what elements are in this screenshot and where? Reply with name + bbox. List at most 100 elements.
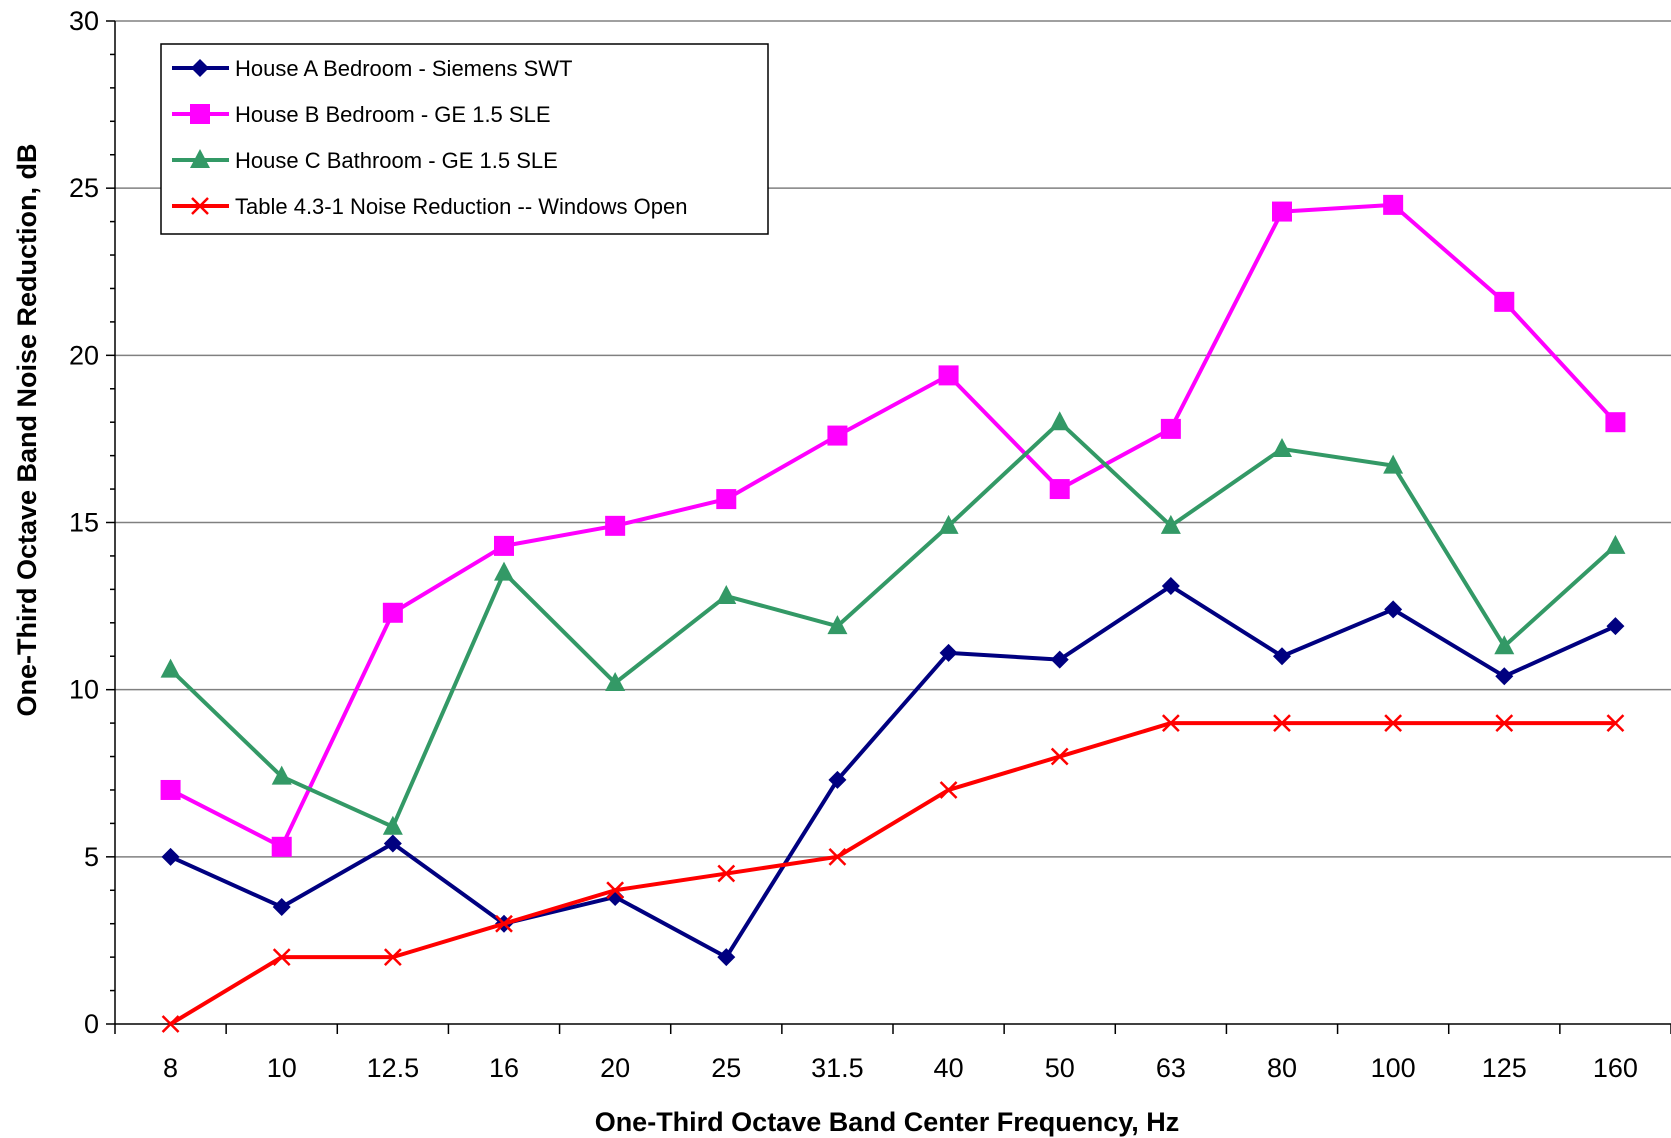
x-axis-title: One-Third Octave Band Center Frequency, …	[595, 1107, 1180, 1137]
legend-label: Table 4.3-1 Noise Reduction -- Windows O…	[235, 194, 687, 219]
data-point	[271, 765, 292, 785]
x-tick-label: 125	[1482, 1053, 1527, 1083]
legend-label: House B Bedroom - GE 1.5 SLE	[235, 102, 551, 127]
legend-label: House C Bathroom - GE 1.5 SLE	[235, 148, 558, 173]
data-point	[1606, 714, 1625, 732]
data-point	[161, 847, 180, 866]
x-tick-label: 160	[1593, 1053, 1638, 1083]
y-tick-label: 20	[69, 340, 99, 370]
data-point	[1495, 667, 1514, 686]
data-point	[272, 948, 291, 967]
x-tick-label: 100	[1371, 1053, 1416, 1083]
data-point	[1049, 411, 1070, 431]
y-tick-label: 0	[84, 1009, 99, 1039]
data-point	[160, 658, 181, 678]
series-4	[161, 714, 1625, 1033]
y-axis-title: One-Third Octave Band Noise Reduction, d…	[12, 143, 42, 716]
data-point	[382, 815, 403, 835]
data-point	[717, 948, 736, 967]
legend-box	[160, 43, 769, 235]
data-point	[939, 781, 958, 799]
data-point	[494, 535, 514, 556]
legend: House A Bedroom - Siemens SWT House B Bed…	[160, 43, 769, 235]
data-point	[383, 834, 402, 853]
data-point	[1272, 201, 1292, 222]
data-point	[1273, 714, 1291, 732]
x-tick-label: 12.5	[367, 1053, 420, 1083]
y-tick-label: 5	[84, 842, 99, 872]
series-group	[160, 194, 1626, 1033]
data-point	[272, 897, 291, 916]
data-point	[716, 489, 737, 510]
x-tick-label: 20	[600, 1053, 630, 1083]
data-point	[1160, 514, 1181, 534]
series-line	[169, 721, 1616, 1026]
data-point	[382, 602, 403, 623]
data-point	[1605, 534, 1626, 554]
legend-item: Table 4.3-1 Noise Reduction -- Windows O…	[172, 194, 687, 219]
data-point	[495, 914, 513, 933]
data-point	[1384, 714, 1403, 732]
data-point	[1050, 747, 1069, 766]
x-tick-label: 50	[1045, 1053, 1075, 1083]
y-axis-ticks: 0 5 10 15 20 25 30	[69, 6, 115, 1039]
data-point	[1494, 291, 1515, 312]
data-point	[1160, 418, 1181, 439]
data-point	[828, 847, 847, 866]
data-point	[1495, 714, 1514, 732]
data-point	[828, 770, 847, 789]
data-point	[1049, 479, 1070, 500]
series-line	[169, 420, 1617, 829]
x-tick-label: 63	[1156, 1053, 1186, 1083]
legend-item: House C Bathroom - GE 1.5 SLE	[172, 148, 558, 173]
x-tick-label: 10	[267, 1053, 297, 1083]
data-point	[1384, 600, 1403, 619]
data-point	[716, 585, 737, 605]
data-point	[606, 881, 625, 900]
data-point	[1272, 437, 1292, 457]
y-tick-label: 10	[69, 675, 99, 705]
data-point	[160, 779, 181, 800]
y-tick-label: 30	[69, 6, 99, 36]
legend-marker	[190, 104, 210, 124]
y-tick-label: 25	[69, 173, 99, 203]
data-point	[1050, 650, 1069, 669]
data-point	[1606, 617, 1625, 636]
x-tick-label: 16	[489, 1053, 519, 1083]
data-point	[605, 671, 626, 691]
x-tick-label: 31.5	[811, 1053, 864, 1083]
x-tick-label: 40	[934, 1053, 964, 1083]
y-tick-label: 15	[69, 508, 99, 538]
data-point	[827, 615, 848, 635]
data-point	[161, 1015, 180, 1033]
x-tick-label: 8	[163, 1053, 178, 1083]
data-point	[827, 425, 848, 446]
series-line	[169, 202, 1617, 849]
legend-item: House B Bedroom - GE 1.5 SLE	[172, 102, 551, 127]
data-point	[1161, 714, 1180, 732]
x-tick-label: 25	[711, 1053, 741, 1083]
series-2	[160, 194, 1626, 857]
x-tick-label: 80	[1267, 1053, 1297, 1083]
data-point	[1383, 194, 1404, 215]
series-3	[160, 411, 1626, 835]
data-point	[1273, 647, 1291, 666]
data-point	[938, 514, 959, 534]
legend-label: House A Bedroom - Siemens SWT	[235, 56, 572, 81]
legend-marker	[191, 59, 209, 77]
data-point	[1161, 577, 1180, 596]
data-point	[939, 643, 958, 662]
data-point	[1383, 454, 1404, 474]
data-point	[1605, 412, 1626, 433]
legend-marker	[191, 197, 209, 215]
legend-item: House A Bedroom - Siemens SWT	[172, 56, 572, 81]
data-point	[383, 948, 402, 967]
data-point	[1494, 635, 1515, 655]
legend-marker	[190, 149, 210, 168]
x-axis-ticks: 8 10 12.5 16 20 25 31.5 40 50 63 80 100 125 160	[114, 1024, 1671, 1083]
series-line	[169, 584, 1617, 960]
data-point	[717, 864, 736, 883]
data-point	[605, 515, 626, 536]
data-point	[494, 561, 514, 581]
